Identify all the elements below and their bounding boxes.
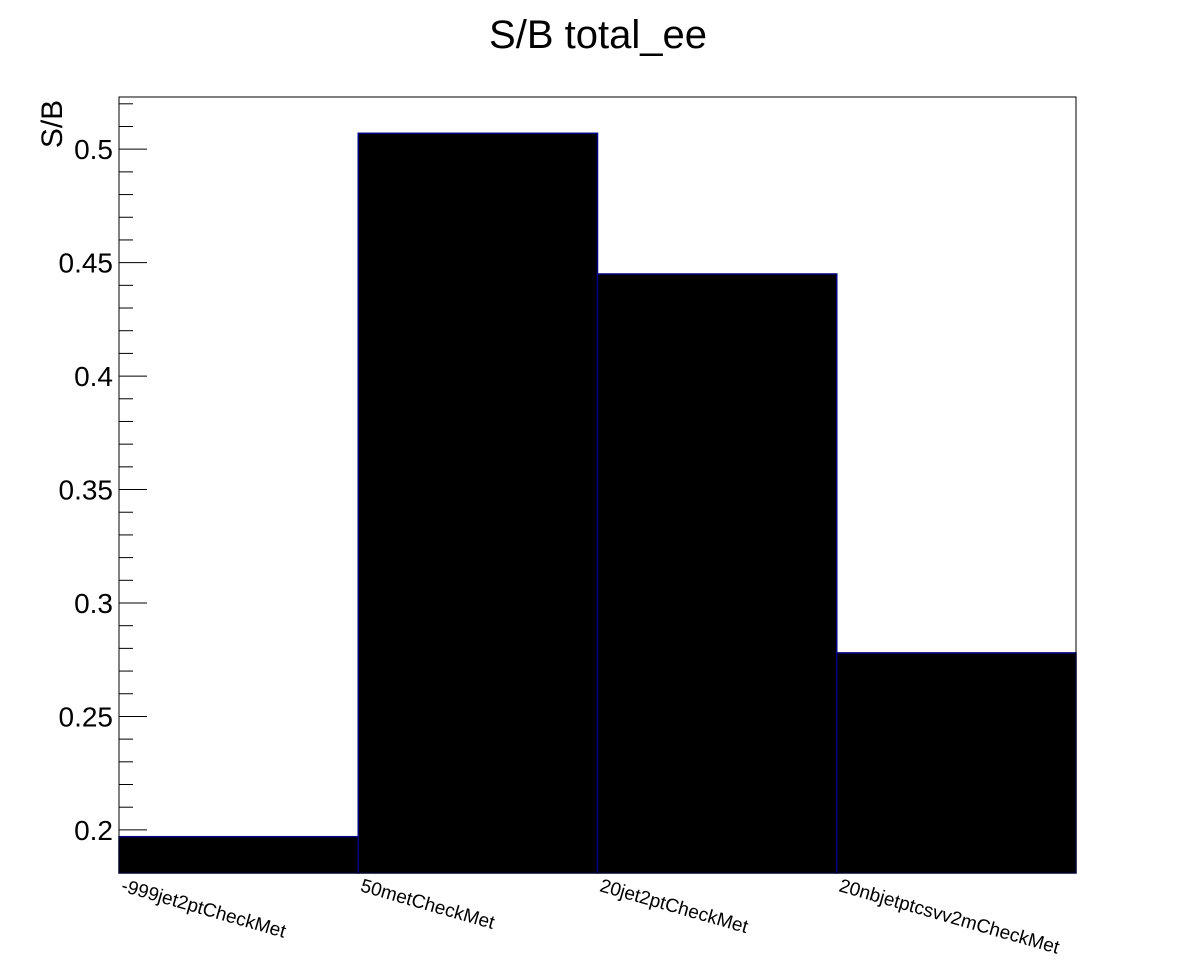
y-tick-label: 0.35 (59, 475, 114, 506)
x-axis: -999jet2ptCheckMet 50metCheckMet 20jet2ptC… (119, 876, 1062, 959)
y-tick-label: 0.3 (74, 588, 113, 619)
y-tick-label: 0.25 (59, 701, 114, 732)
x-tick-label-3: 20jet2ptCheckMet (597, 876, 751, 939)
bar-2 (357, 132, 599, 874)
bar-1 (118, 835, 359, 874)
x-tick-label-1: -999jet2ptCheckMet (119, 876, 289, 943)
bars-layer (118, 132, 1077, 874)
plot-frame (118, 96, 1077, 874)
x-tick-label-4: 20nbjetptcsvv2mCheckMet (837, 876, 1063, 959)
y-tick-label: 0.5 (74, 134, 113, 165)
y-axis: 0.2 0.25 0.3 0.35 0.4 0.45 0.5 (59, 103, 147, 854)
y-tick-label: 0.2 (74, 815, 113, 846)
bar-4 (836, 652, 1077, 874)
y-tick-label: 0.45 (59, 248, 114, 279)
y-tick-label: 0.4 (74, 361, 113, 392)
chart-title: S/B total_ee (489, 13, 707, 57)
plot-frame-border (118, 96, 1077, 874)
x-tick-label-2: 50metCheckMet (358, 876, 497, 935)
bar-3 (596, 273, 838, 874)
y-axis-label: S/B (36, 100, 69, 148)
